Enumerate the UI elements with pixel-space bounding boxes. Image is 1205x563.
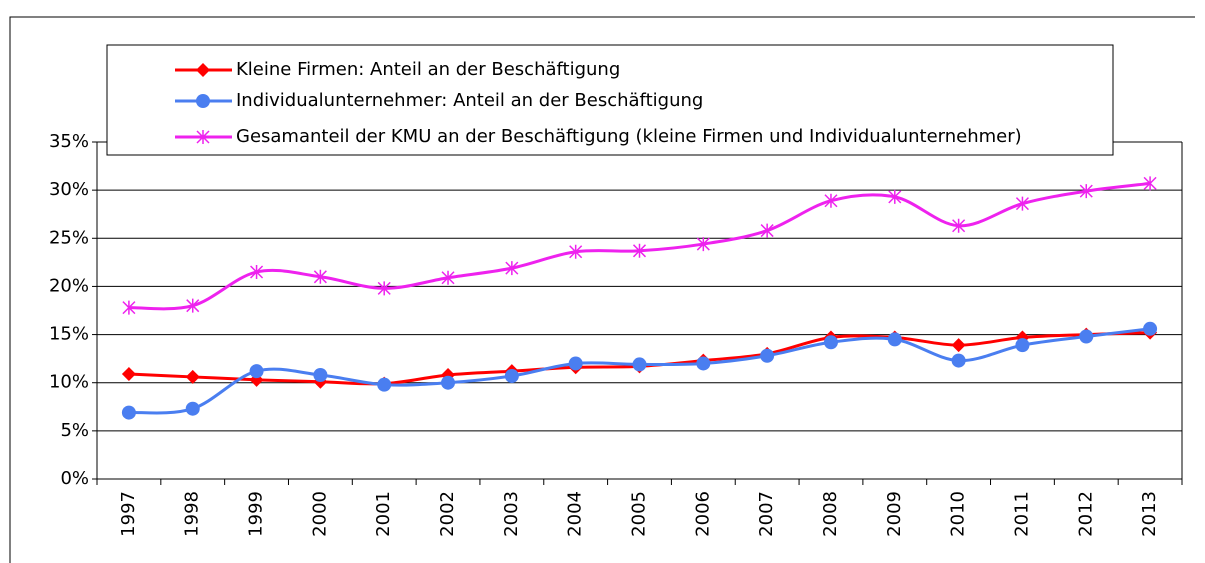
- x-tick-label: 1998: [182, 491, 203, 537]
- legend-box: [106, 44, 1114, 156]
- point: [185, 369, 200, 384]
- point: [196, 130, 210, 144]
- y-tick-label: 30%: [49, 179, 89, 200]
- x-tick-label: 2012: [1075, 491, 1096, 537]
- legend-label: Individualunternehmer: Anteil an der Bes…: [236, 90, 703, 111]
- point: [632, 357, 647, 372]
- point: [377, 281, 391, 296]
- point: [632, 243, 647, 258]
- y-tick-label: 35%: [49, 131, 89, 152]
- legend-label: Kleine Firmen: Anteil an der Beschäftigu…: [236, 59, 620, 80]
- point: [313, 269, 327, 284]
- y-tick-label: 5%: [60, 420, 89, 441]
- y-tick-label: 20%: [49, 275, 89, 296]
- point: [568, 356, 583, 371]
- point: [121, 405, 136, 420]
- point: [951, 338, 966, 353]
- point: [1015, 196, 1029, 211]
- point: [196, 94, 210, 108]
- x-tick-label: 2010: [948, 491, 969, 537]
- point: [186, 298, 200, 313]
- legend-label: Gesamanteil der KMU an der Beschäftigung…: [236, 126, 1022, 147]
- point: [760, 223, 774, 238]
- point: [377, 377, 392, 392]
- point: [1079, 329, 1094, 344]
- point: [122, 300, 136, 315]
- point: [760, 348, 775, 363]
- point: [313, 368, 328, 383]
- x-tick-label: 2001: [373, 491, 394, 537]
- point: [185, 401, 200, 416]
- x-tick-label: 2009: [884, 491, 905, 537]
- point: [888, 189, 902, 204]
- point: [887, 332, 902, 347]
- point: [441, 375, 456, 390]
- point: [121, 367, 136, 382]
- x-tick-label: 2008: [820, 491, 841, 537]
- point: [696, 237, 710, 252]
- point: [824, 193, 838, 208]
- x-tick-label: 2006: [692, 491, 713, 537]
- x-tick-label: 1999: [246, 491, 267, 537]
- x-tick-label: 2007: [756, 491, 777, 537]
- y-tick-label: 10%: [49, 372, 89, 393]
- x-tick-label: 2003: [501, 491, 522, 537]
- point: [1079, 184, 1093, 199]
- y-tick-label: 0%: [60, 468, 89, 489]
- point: [951, 353, 966, 368]
- point: [952, 218, 966, 233]
- point: [196, 63, 210, 77]
- y-tick-label: 15%: [49, 324, 89, 345]
- chart-frame: [9, 16, 1195, 563]
- x-tick-label: 2004: [565, 491, 586, 537]
- point: [1143, 176, 1157, 191]
- point: [569, 244, 583, 259]
- x-tick-label: 2011: [1011, 491, 1032, 537]
- point: [696, 356, 711, 371]
- point: [505, 261, 519, 276]
- x-tick-label: 1997: [118, 491, 139, 537]
- x-tick-label: 2000: [309, 491, 330, 537]
- point: [823, 335, 838, 350]
- x-tick-label: 2005: [629, 491, 650, 537]
- point: [249, 364, 264, 379]
- point: [504, 368, 519, 383]
- x-tick-label: 2013: [1139, 491, 1160, 537]
- point: [1015, 338, 1030, 353]
- point: [250, 264, 264, 279]
- point: [1143, 321, 1158, 336]
- x-tick-label: 2002: [437, 491, 458, 537]
- point: [441, 270, 455, 285]
- y-tick-label: 25%: [49, 227, 89, 248]
